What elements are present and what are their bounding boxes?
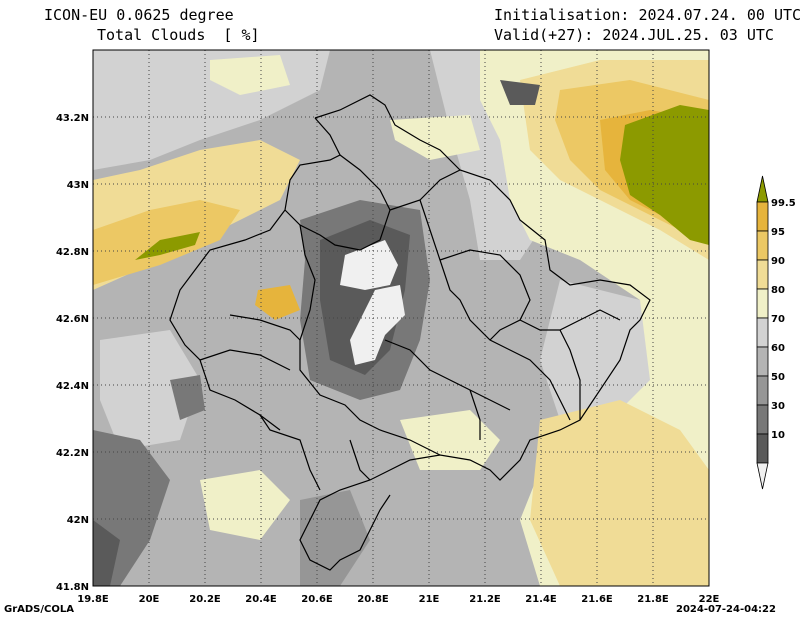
- colorbar-segment: [756, 230, 769, 261]
- footer-source: GrADS/COLA: [4, 604, 74, 615]
- lat-tick-label: 43N: [67, 180, 89, 191]
- cloud-olive-nw: [135, 232, 200, 260]
- colorbar-label: 70: [771, 314, 785, 325]
- colorbar-label: 30: [771, 401, 785, 412]
- lon-tick-label: 21.2E: [469, 594, 501, 605]
- colorbar-label: 80: [771, 285, 785, 296]
- variable-title: Total Clouds [ %]: [97, 26, 260, 44]
- lon-axis: 19.8E 20E 20.2E 20.4E 20.6E 20.8E 21E 21.2E 21.4…: [77, 594, 719, 605]
- lat-tick-label: 42N: [67, 515, 89, 526]
- colorbar-label: 60: [771, 343, 785, 354]
- cloud-dark-w: [170, 375, 205, 420]
- colorbar-segment: [756, 404, 769, 435]
- lon-tick-label: 20.8E: [357, 594, 389, 605]
- lon-tick-label: 21.4E: [525, 594, 557, 605]
- lat-tick-label: 42.8N: [56, 247, 89, 258]
- lon-tick-label: 21E: [419, 594, 440, 605]
- colorbar-segment: [756, 288, 769, 319]
- colorbar: 99.5 95 90 80 70 60 50 30 10: [756, 175, 796, 490]
- lon-tick-label: 20.2E: [189, 594, 221, 605]
- lon-tick-label: 21.6E: [581, 594, 613, 605]
- colorbar-segment: [756, 375, 769, 406]
- lat-tick-label: 43.2N: [56, 113, 89, 124]
- cloud-field: [93, 50, 709, 586]
- cloud-olive-ne: [620, 105, 709, 245]
- colorbar-label: 10: [771, 430, 785, 441]
- cloud-cream-sw: [200, 470, 290, 540]
- cloud-light-w: [100, 330, 200, 450]
- lon-tick-label: 21.8E: [637, 594, 669, 605]
- cloud-clear-1: [340, 240, 398, 290]
- lat-tick-label: 42.6N: [56, 314, 89, 325]
- cloud-cream-north: [390, 115, 480, 160]
- colorbar-segment: [756, 317, 769, 348]
- cloud-deep-orange-w: [255, 285, 300, 320]
- colorbar-label: 90: [771, 256, 785, 267]
- valid-time: Valid(+27): 2024.JUL.25. 03 UTC: [494, 26, 774, 44]
- cloud-cream-s: [400, 410, 500, 470]
- lat-axis: 43.2N 43N 42.8N 42.6N 42.4N 42.2N 42N 41.8N: [56, 113, 89, 593]
- cloud-darkest-sw: [93, 520, 120, 586]
- colorbar-segment: [756, 201, 769, 232]
- colorbar-top-arrow: [756, 175, 769, 203]
- lon-tick-label: 22E: [699, 594, 720, 605]
- lon-tick-label: 19.8E: [77, 594, 109, 605]
- lat-tick-label: 42.2N: [56, 448, 89, 459]
- map-frame: [92, 49, 710, 587]
- cloud-dark-spot-n: [500, 80, 540, 105]
- lat-tick-label: 42.4N: [56, 381, 89, 392]
- cloud-clear-2: [350, 285, 405, 365]
- colorbar-bottom-arrow: [756, 462, 769, 490]
- colorbar-label: 99.5: [771, 198, 796, 209]
- lon-tick-label: 20E: [139, 594, 160, 605]
- country-borders: [169, 94, 651, 571]
- lat-tick-label: 41.8N: [56, 582, 89, 593]
- init-time: Initialisation: 2024.07.24. 00 UTC: [494, 6, 800, 24]
- footer-timestamp: 2024-07-24-04:22: [676, 604, 776, 615]
- cloud-yellow-se: [530, 400, 709, 586]
- map-grid: [93, 50, 709, 586]
- lon-tick-label: 20.4E: [245, 594, 277, 605]
- model-title: ICON-EU 0.0625 degree: [44, 6, 234, 24]
- colorbar-label: 50: [771, 372, 785, 383]
- colorbar-segment: [756, 259, 769, 290]
- lon-tick-label: 20.6E: [301, 594, 333, 605]
- colorbar-label: 95: [771, 227, 785, 238]
- cloud-cream-top: [210, 55, 290, 95]
- colorbar-segment: [756, 346, 769, 377]
- colorbar-segment: [756, 433, 769, 464]
